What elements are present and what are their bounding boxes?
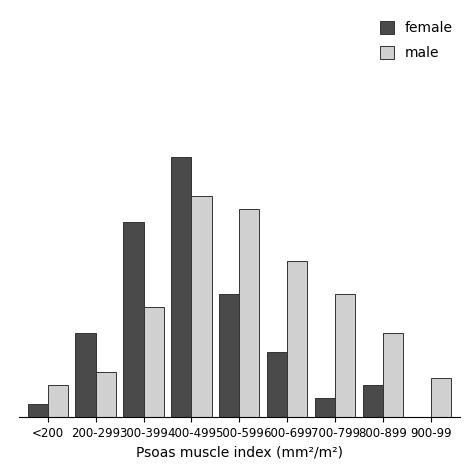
Bar <box>315 398 335 417</box>
Bar <box>431 378 451 417</box>
X-axis label: Psoas muscle index (mm²/m²): Psoas muscle index (mm²/m²) <box>136 446 343 459</box>
Bar <box>219 294 239 417</box>
Bar <box>287 261 308 417</box>
Bar <box>267 352 287 417</box>
Bar <box>144 307 164 417</box>
Bar <box>171 157 191 417</box>
Bar <box>27 404 48 417</box>
Bar <box>363 384 383 417</box>
Bar <box>191 196 211 417</box>
Bar <box>123 222 144 417</box>
Bar <box>335 294 356 417</box>
Bar <box>383 333 403 417</box>
Legend: female, male: female, male <box>380 21 453 60</box>
Bar <box>75 333 96 417</box>
Bar <box>96 372 116 417</box>
Bar <box>239 209 259 417</box>
Bar <box>48 384 68 417</box>
